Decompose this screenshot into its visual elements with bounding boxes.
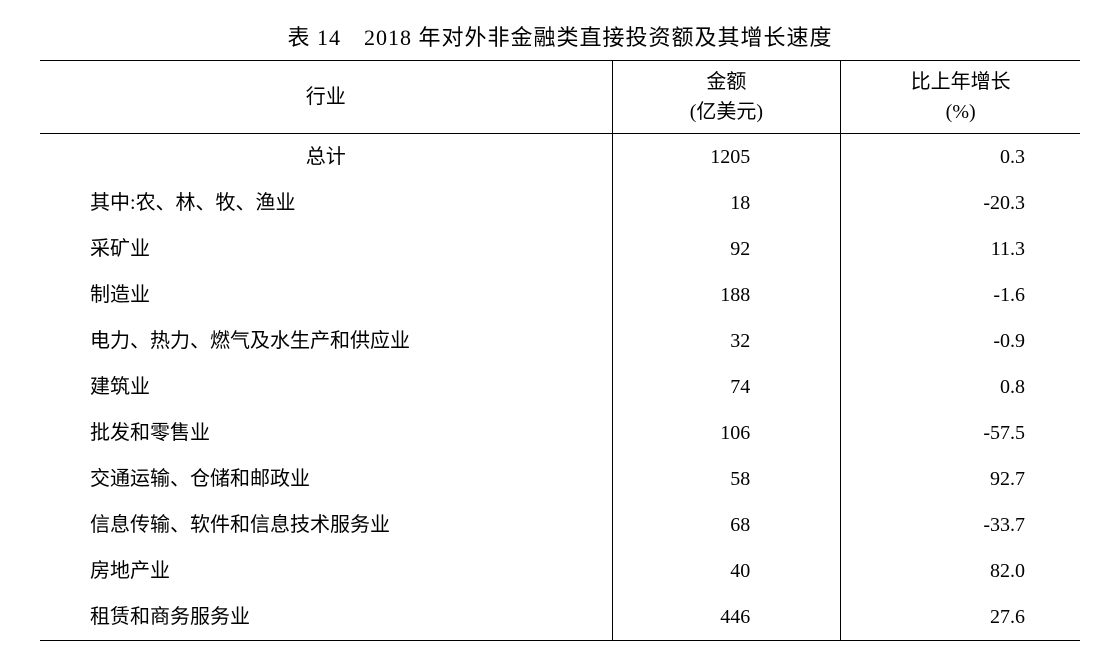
- table-row: 房地产业4082.0: [40, 548, 1080, 594]
- cell-industry: 房地产业: [40, 548, 612, 594]
- row-label: 农、林、牧、渔业: [136, 192, 296, 214]
- table-row: 其中: 农、林、牧、渔业18-20.3: [40, 180, 1080, 226]
- table-row: 制造业188-1.6: [40, 272, 1080, 318]
- cell-industry: 制造业: [40, 272, 612, 318]
- cell-industry: 建筑业: [40, 364, 612, 410]
- cell-amount: 106: [612, 410, 841, 456]
- cell-amount: 40: [612, 548, 841, 594]
- cell-industry: 其中: 农、林、牧、渔业: [40, 180, 612, 226]
- cell-amount: 92: [612, 226, 841, 272]
- table-header-row: 行业 金额(亿美元) 比上年增长(%): [40, 61, 1080, 134]
- cell-growth: -33.7: [841, 502, 1080, 548]
- cell-growth: 11.3: [841, 226, 1080, 272]
- table-row: 租赁和商务服务业44627.6: [40, 594, 1080, 641]
- cell-industry: 交通运输、仓储和邮政业: [40, 456, 612, 502]
- table-row: 信息传输、软件和信息技术服务业68-33.7: [40, 502, 1080, 548]
- cell-industry: 电力、热力、燃气及水生产和供应业: [40, 318, 612, 364]
- table-row: 电力、热力、燃气及水生产和供应业32-0.9: [40, 318, 1080, 364]
- col-header-industry: 行业: [40, 61, 612, 134]
- col-header-amount: 金额(亿美元): [612, 61, 841, 134]
- table-row: 批发和零售业106-57.5: [40, 410, 1080, 456]
- table-row: 采矿业9211.3: [40, 226, 1080, 272]
- cell-growth: 82.0: [841, 548, 1080, 594]
- cell-amount: 18: [612, 180, 841, 226]
- cell-industry: 批发和零售业: [40, 410, 612, 456]
- cell-industry: 信息传输、软件和信息技术服务业: [40, 502, 612, 548]
- investment-table: 行业 金额(亿美元) 比上年增长(%) 总计 1205 0.3 其中: 农、林、…: [40, 60, 1080, 641]
- row-prefix: 其中:: [90, 186, 136, 220]
- cell-amount: 68: [612, 502, 841, 548]
- cell-industry: 租赁和商务服务业: [40, 594, 612, 641]
- cell-amount: 58: [612, 456, 841, 502]
- table-caption: 表 14 2018 年对外非金融类直接投资额及其增长速度: [40, 20, 1080, 52]
- cell-amount: 188: [612, 272, 841, 318]
- table-row: 交通运输、仓储和邮政业5892.7: [40, 456, 1080, 502]
- cell-growth: 0.8: [841, 364, 1080, 410]
- cell-growth-total: 0.3: [841, 134, 1080, 181]
- cell-growth: -20.3: [841, 180, 1080, 226]
- cell-amount: 446: [612, 594, 841, 641]
- table-row-total: 总计 1205 0.3: [40, 134, 1080, 181]
- cell-growth: -1.6: [841, 272, 1080, 318]
- cell-growth: -57.5: [841, 410, 1080, 456]
- col-header-growth: 比上年增长(%): [841, 61, 1080, 134]
- cell-amount-total: 1205: [612, 134, 841, 181]
- cell-industry-total: 总计: [40, 134, 612, 181]
- cell-amount: 74: [612, 364, 841, 410]
- table-row: 建筑业740.8: [40, 364, 1080, 410]
- cell-industry: 采矿业: [40, 226, 612, 272]
- cell-growth: 27.6: [841, 594, 1080, 641]
- cell-growth: 92.7: [841, 456, 1080, 502]
- cell-amount: 32: [612, 318, 841, 364]
- cell-growth: -0.9: [841, 318, 1080, 364]
